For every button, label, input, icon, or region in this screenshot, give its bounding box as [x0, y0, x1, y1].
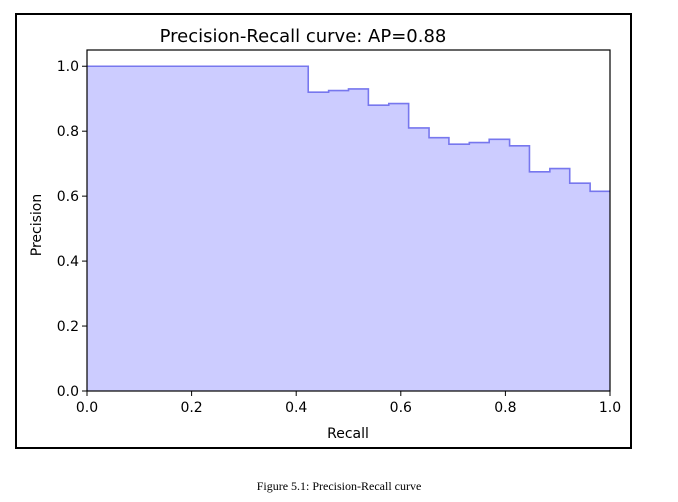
y-tick-label: 0.0: [57, 384, 79, 400]
x-tick-label: 0.2: [180, 400, 202, 416]
y-axis-label: Precision: [29, 194, 45, 256]
y-tick-label: 0.2: [57, 319, 79, 335]
y-tick-label: 0.4: [57, 254, 79, 270]
chart-title: Precision-Recall curve: AP=0.88: [160, 26, 447, 47]
pr-chart: Precision-Recall curve: AP=0.88 0.0 0.2 0.…: [29, 26, 621, 442]
x-tick-label: 0.0: [76, 400, 98, 416]
x-tick-label: 1.0: [599, 400, 621, 416]
x-tick-label: 0.4: [285, 400, 307, 416]
y-tick-label: 0.8: [57, 124, 79, 140]
x-axis-label: Recall: [327, 426, 369, 442]
figure-caption: Figure 5.1: Precision-Recall curve: [256, 479, 422, 493]
y-tick-label: 0.6: [57, 189, 79, 205]
x-tick-label: 0.6: [390, 400, 412, 416]
pr-step-line: [87, 65, 610, 193]
plot-frame: [86, 49, 611, 392]
y-tick-label: 1.0: [57, 59, 79, 75]
x-tick-label: 0.8: [494, 400, 516, 416]
pr-area-fill: [87, 66, 610, 391]
figure-frame: Precision-Recall curve: AP=0.88 0.0 0.2 0.…: [15, 13, 632, 449]
